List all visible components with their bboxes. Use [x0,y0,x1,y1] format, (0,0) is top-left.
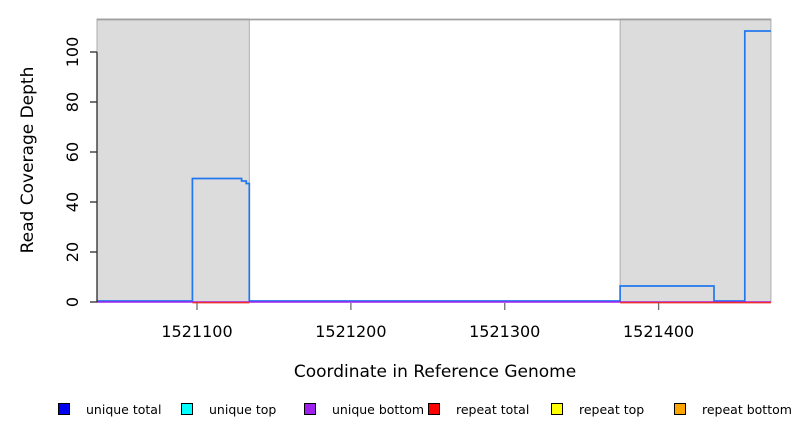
legend-swatch-icon [304,403,316,415]
coverage-chart: 0 20 40 60 80 100 1521100 1521200 1521300 1521400… [18,18,772,382]
y-axis-title: Read Coverage Depth [18,67,38,254]
legend-item-repeat-top: repeat top [551,401,644,417]
repeat-region [619,18,772,303]
x-tick-label: 1521400 [623,322,694,341]
y-tick-label: 20 [63,242,82,262]
legend-label: unique top [209,401,277,417]
repeat-region [96,18,250,303]
y-tick-label: 0 [63,297,82,307]
y-tick-label: 100 [63,37,82,68]
y-tick-label: 60 [63,142,82,162]
legend-label: unique total [86,401,162,417]
y-tick-label: 40 [63,192,82,212]
legend-label: repeat top [579,401,645,417]
legend-item-unique-top: unique top [181,401,276,417]
legend-swatch-icon [674,403,686,415]
legend-item-repeat-total: repeat total [428,401,529,417]
legend-label: unique bottom [332,401,425,417]
legend-item-unique-bottom: unique bottom [304,401,424,417]
legend-label: repeat bottom [702,401,792,417]
legend-item-repeat-bottom: repeat bottom [674,401,792,417]
legend-label: repeat total [456,401,530,417]
x-tick-label: 1521200 [315,322,386,341]
y-tick-label: 80 [63,92,82,112]
x-tick-label: 1521100 [161,322,232,341]
legend-swatch-icon [58,403,70,415]
series-unique-total [97,30,771,302]
legend-swatch-icon [428,403,440,415]
legend-swatch-icon [181,403,193,415]
x-tick-label: 1521300 [469,322,540,341]
legend-item-unique-total: unique total [58,401,161,417]
legend-swatch-icon [551,403,563,415]
chart-legend: unique total unique top unique bottom repea… [0,401,792,419]
x-axis-title: Coordinate in Reference Genome [294,362,576,382]
